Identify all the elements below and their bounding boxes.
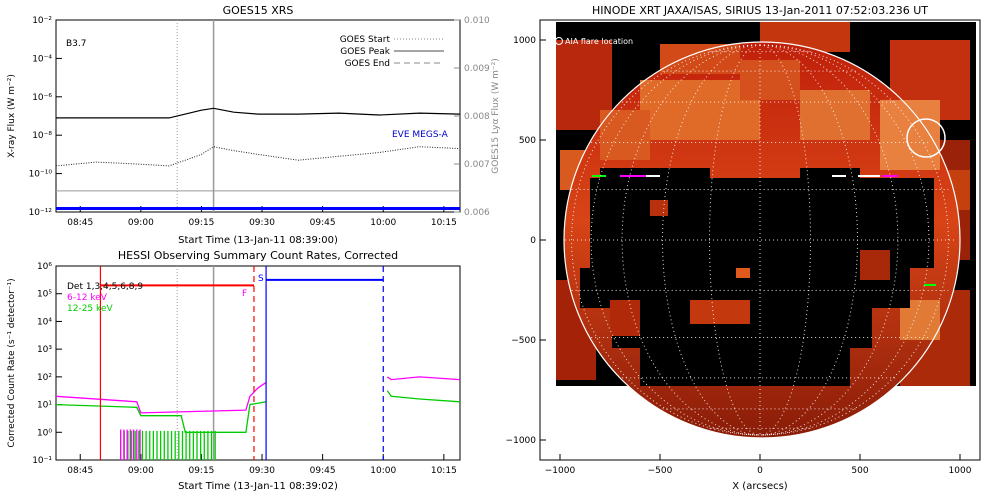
xrt-xtick-label: 500 [851,466,868,476]
hessi-xtick-label: 09:45 [310,466,336,476]
xrt-ytick-label: 1000 [513,36,536,46]
goes-xtick-label: 09:00 [128,218,154,228]
hessi-ytick-label: 10² [37,373,52,383]
hessi-xtick-label: 08:45 [67,466,93,476]
hessi-x-axis: 08:45 09:00 09:15 09:30 09:45 10:00 10:15 [67,454,457,476]
goes-ytick-label: 10⁻⁶ [32,93,52,103]
xrt-longitude-line [759,44,858,436]
goes-series-1 [56,146,460,167]
legend-flare-icon [555,37,563,45]
hessi-series-0 [56,381,267,414]
goes-y2tick-label: 0.006 [464,208,490,218]
xrt-ytick-label: 500 [519,136,536,146]
goes-title: GOES15 XRS [223,4,294,17]
xrt-xtick-label: −500 [648,466,673,476]
goes-ytick-label: 10⁻² [32,16,52,26]
goes-y2tick-label: 0.010 [464,16,490,26]
hessi-y-axis: 10⁻¹ 10⁰ 10¹ 10² 10³ 10⁴ 10⁵ 10⁶ [32,262,62,466]
hessi-flag-s: S [258,274,264,284]
hessi-plot-area [56,266,460,460]
hessi-panel: HESSI Observing Summary Count Rates, Cor… [7,249,461,492]
goes-series-0 [56,107,460,119]
goes-ytick-label: 10⁻⁴ [32,54,52,64]
hessi-ylabel: Corrected Count Rate (s⁻¹ detector⁻¹) [7,278,17,447]
goes-panel: GOES15 XRS 10⁻¹² 10⁻¹⁰ 10⁻⁸ 10⁻⁶ 10⁻⁴ 10⁻² 0.… [7,4,501,246]
hessi-xtick-label: 09:30 [249,466,275,476]
goes-xtick-label: 10:15 [431,218,457,228]
goes-xtick-label: 09:45 [310,218,336,228]
xrt-panel: HINODE XRT JAXA/ISAS, SIRIUS 13-Jan-2011… [506,4,981,492]
hessi-ytick-label: 10⁻¹ [32,456,52,466]
hessi-xtick-label: 10:00 [370,466,396,476]
xrt-image [556,22,976,439]
legend-12-25: 12-25 keV [67,304,113,314]
xrt-ytick-label: −500 [511,336,536,346]
goes-frame [55,19,461,213]
goes-ytick-label: 10⁻⁸ [32,131,52,141]
hessi-xtick-label: 09:00 [128,466,154,476]
xrt-title: HINODE XRT JAXA/ISAS, SIRIUS 13-Jan-2011… [592,4,928,17]
hessi-ytick-label: 10¹ [37,401,52,411]
legend-6-12: 6-12 keV [67,293,108,303]
hessi-ytick-label: 10⁰ [37,428,52,438]
xrt-xtick-label: 0 [757,466,763,476]
xrt-ytick-label: 0 [530,236,536,246]
goes-class-label: B3.7 [66,39,87,49]
goes-xtick-label: 08:45 [67,218,93,228]
legend-goes-end: GOES End [345,59,390,69]
hessi-title: HESSI Observing Summary Count Rates, Cor… [118,249,398,262]
xrt-legend-text: AIA flare location [565,37,633,46]
flare-location-marker [906,118,946,158]
limb-circle [563,41,961,439]
goes-y2-axis: 0.006 0.007 0.008 0.009 0.010 [454,16,490,218]
xrt-ytick-label: −1000 [506,436,537,446]
goes-legend: GOES Start GOES Peak GOES End [340,35,444,69]
goes-x-axis: 08:45 09:00 09:15 09:30 09:45 10:00 10:15 [67,206,457,228]
goes-xtick-label: 09:30 [249,218,275,228]
hessi-series-1 [386,376,460,381]
hessi-ytick-label: 10⁴ [37,317,52,327]
goes-y2tick-label: 0.009 [464,64,490,74]
xrt-xlabel: X (arcsecs) [732,481,788,492]
legend-goes-start: GOES Start [340,35,391,45]
xrt-xtick-label: −1000 [545,466,576,476]
hessi-xtick-label: 10:15 [431,466,457,476]
hessi-ytick-label: 10⁵ [37,290,52,300]
goes-y2label: GOES15 Lyα Flux (W m⁻²) [491,58,501,174]
xrt-xtick-label: 1000 [949,466,972,476]
xrt-y-axis: −1000 −500 0 500 1000 [506,36,546,446]
legend-goes-peak: GOES Peak [340,47,390,57]
goes-ytick-label: 10⁻¹⁰ [29,170,53,180]
goes-plot-area [56,20,460,212]
xrt-overlay-lines [592,175,936,286]
goes-xlabel: Start Time (13-Jan-11 08:39:00) [178,235,338,246]
hessi-ytick-label: 10³ [37,345,52,355]
goes-y2tick-label: 0.008 [464,112,490,122]
hessi-series-2 [56,401,267,433]
hessi-xlabel: Start Time (13-Jan-11 08:39:02) [178,481,338,492]
goes-ylabel: X-ray Flux (W m⁻²) [7,74,17,158]
goes-ytick-label: 10⁻¹² [29,208,53,218]
hessi-frame [55,265,461,461]
hessi-flag-f: F [242,289,247,299]
goes-y2tick-label: 0.007 [464,160,490,170]
goes-y-axis: 10⁻¹² 10⁻¹⁰ 10⁻⁸ 10⁻⁶ 10⁻⁴ 10⁻² [29,16,62,218]
legend-det: Det 1,3,4,5,6,8,9 [67,282,143,292]
goes-eve-annotation: EVE MEGS-A [392,130,449,140]
hessi-xtick-label: 09:15 [188,466,214,476]
goes-xtick-label: 10:00 [370,218,396,228]
xrt-bright-regions [600,44,940,340]
hessi-ytick-label: 10⁶ [37,262,52,272]
hessi-series-3 [386,390,460,403]
xrt-x-axis: −1000 −500 0 500 1000 [545,454,972,476]
xrt-lat-lon-grid [565,44,955,436]
goes-xtick-label: 09:15 [188,218,214,228]
xrt-longitude-line [662,44,761,436]
hessi-legend: Det 1,3,4,5,6,8,9 6-12 keV 12-25 keV [67,282,143,314]
